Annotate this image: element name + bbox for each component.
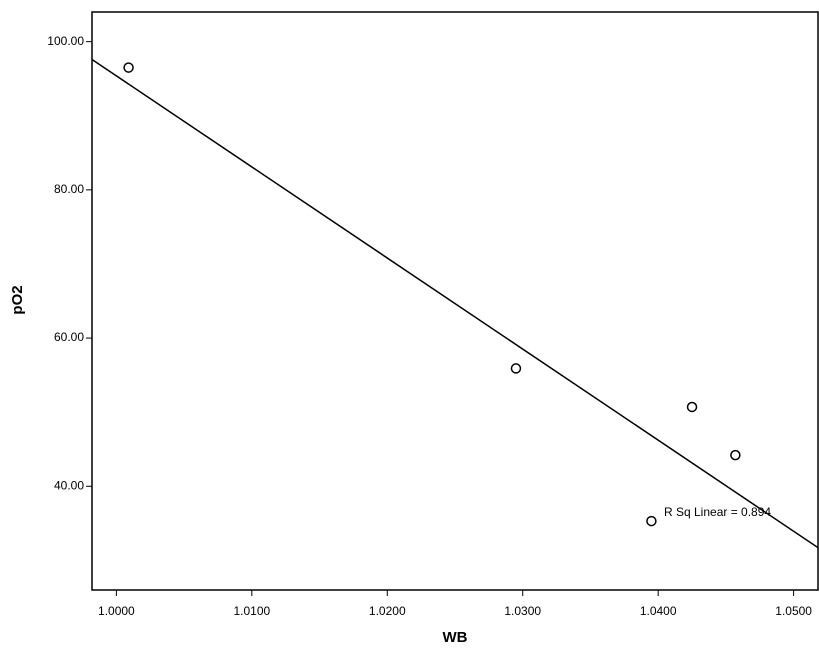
x-tick-label: 1.0100 bbox=[233, 604, 270, 618]
y-tick-label: 80.00 bbox=[54, 182, 84, 196]
x-tick-label: 1.0300 bbox=[504, 604, 541, 618]
x-tick-label: 1.0200 bbox=[369, 604, 406, 618]
x-tick-label: 1.0000 bbox=[98, 604, 135, 618]
point bbox=[688, 402, 697, 411]
x-tick-label: 1.0500 bbox=[775, 604, 812, 618]
fit-line bbox=[92, 59, 818, 547]
point bbox=[511, 364, 520, 373]
y-tick-label: 100.00 bbox=[47, 34, 84, 48]
point bbox=[731, 451, 740, 460]
point bbox=[124, 63, 133, 72]
plot-frame bbox=[92, 12, 818, 590]
point bbox=[647, 517, 656, 526]
y-tick-label: 60.00 bbox=[54, 330, 84, 344]
y-tick-label: 40.00 bbox=[54, 478, 84, 492]
x-axis-title: WB bbox=[443, 629, 468, 646]
x-tick-label: 1.0400 bbox=[640, 604, 677, 618]
chart: WB pO2 40.00 60.00 80.00 100.00 1.0000 1.0100… bbox=[0, 0, 819, 650]
annotation: R Sq Linear = 0.894 bbox=[664, 505, 771, 519]
y-axis-title: pO2 bbox=[9, 285, 26, 314]
